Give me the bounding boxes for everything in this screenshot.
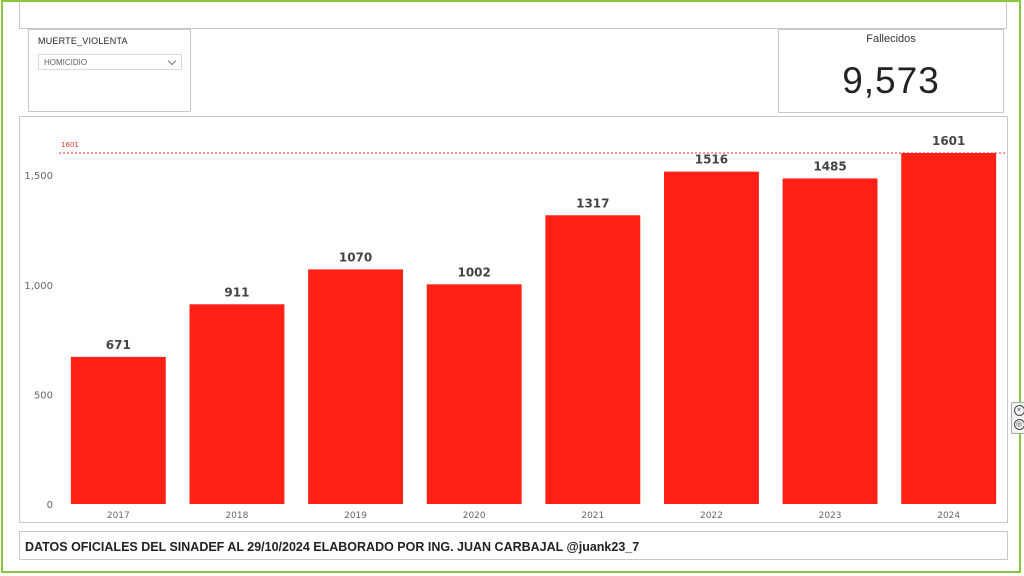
data-label: 1002 [457,265,490,279]
chevron-down-icon[interactable] [167,56,177,66]
card-value: 9,573 [842,60,940,101]
slicer-title: MUERTE_VIOLENTA [38,36,128,46]
bar-chart-panel: 0 500 1,000 1,500 671 2017 911 2018 1070 2019 1002… [19,116,1008,523]
x-tick-label: 2022 [700,511,723,521]
data-label: 1317 [576,196,609,210]
fallecidos-card: Fallecidos 9,573 [778,29,1004,113]
bar-2021 [545,215,641,504]
data-label: 671 [106,338,131,352]
x-tick-label: 2018 [225,511,248,521]
slicer-dropdown[interactable]: HOMICIDIO [38,54,182,70]
data-label: 1601 [932,134,965,148]
footer-credit: DATOS OFICIALES DEL SINADEF AL 29/10/202… [25,540,640,554]
x-tick-label: 2017 [107,511,130,521]
bar-2017 [70,356,166,504]
slicer-selected-value: HOMICIDIO [44,58,88,67]
y-tick-label: 0 [47,500,53,511]
bar-chart: 0 500 1,000 1,500 671 2017 911 2018 1070 2019 1002… [24,134,1008,521]
bar-2020 [426,284,522,504]
x-tick-label: 2021 [581,511,604,521]
x-tick-label: 2023 [819,511,842,521]
footer-panel: DATOS OFICIALES DEL SINADEF AL 29/10/202… [19,531,1008,560]
x-tick-label: 2024 [937,511,960,521]
y-tick-label: 1,500 [24,171,53,182]
top-empty-panel [19,2,1007,29]
reference-line-label: 1601 [61,141,79,149]
bar-2022 [663,171,759,504]
bar-2023 [782,178,878,504]
card-label: Fallecidos [866,33,916,45]
data-label: 1070 [339,250,372,264]
close-icon[interactable]: × [1013,405,1024,416]
data-label: 1485 [813,159,846,173]
y-tick-label: 500 [34,390,53,401]
bar-2024 [901,153,997,504]
muerte-violenta-slicer: MUERTE_VIOLENTA HOMICIDIO [28,29,191,112]
data-label: 1516 [695,153,728,167]
bar-2019 [308,269,404,504]
x-tick-label: 2019 [344,511,367,521]
y-tick-label: 1,000 [24,281,53,292]
data-label: 911 [224,285,249,299]
x-tick-label: 2020 [463,511,486,521]
side-widget[interactable]: × ◎ [1011,402,1024,434]
focus-icon[interactable]: ◎ [1013,419,1024,430]
bar-2018 [189,304,285,504]
